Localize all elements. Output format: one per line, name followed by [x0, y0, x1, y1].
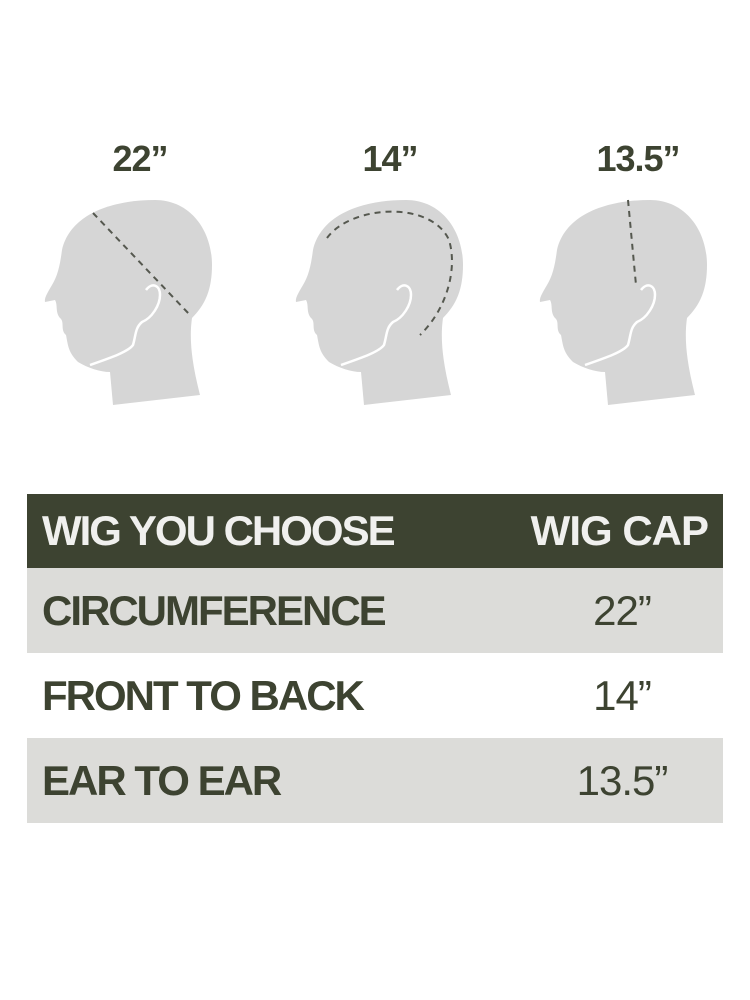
row-label: CIRCUMFERENCE — [42, 586, 387, 634]
header-wig-cap: WIG CAP — [530, 507, 709, 554]
circumference-label: 22” — [112, 138, 168, 179]
header-wig-you-choose: WIG YOU CHOOSE — [42, 507, 396, 554]
table-row: CIRCUMFERENCE 22” — [27, 568, 723, 653]
head-front-to-back — [294, 198, 465, 407]
row-value: 22” — [593, 586, 652, 634]
ear-to-ear-dashed-line — [627, 199, 637, 286]
row-value: 13.5” — [576, 756, 669, 804]
size-table: WIG YOU CHOOSE WIG CAP CIRCUMFERENCE 22”… — [27, 494, 723, 823]
head-ear-to-ear — [538, 198, 709, 407]
head-diagrams — [43, 198, 709, 407]
circumference-dashed-line — [92, 212, 191, 316]
table-row: FRONT TO BACK 14” — [27, 653, 723, 738]
front-to-back-label: 14” — [362, 138, 418, 179]
head-circumference — [43, 198, 214, 407]
row-value: 14” — [593, 671, 652, 719]
table-row: EAR TO EAR 13.5” — [27, 738, 723, 823]
table-header: WIG YOU CHOOSE WIG CAP — [27, 494, 723, 568]
row-label: FRONT TO BACK — [42, 671, 365, 719]
row-label: EAR TO EAR — [42, 756, 282, 804]
front-to-back-dashed-line — [326, 210, 453, 336]
ear-to-ear-label: 13.5” — [596, 138, 680, 179]
